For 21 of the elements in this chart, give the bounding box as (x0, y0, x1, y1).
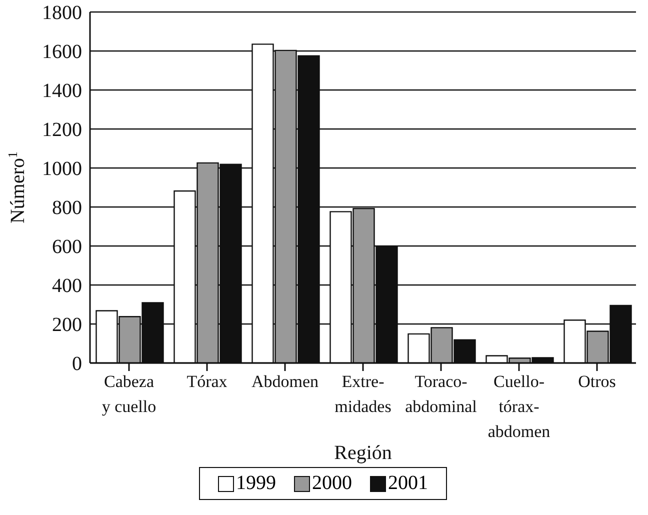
x-tick-label: Cabeza y cuello (102, 372, 156, 416)
x-tick-label: Cuello- tórax- abdomen (488, 372, 551, 441)
x-tick-label: Extre- midades (334, 372, 392, 416)
y-tick-label: 1400 (42, 80, 82, 102)
y-tick-label: 800 (52, 197, 82, 220)
x-tick-label: Abdomen (251, 372, 320, 391)
y-tick-label: 1200 (42, 119, 82, 142)
x-axis-title: Región (334, 442, 392, 464)
y-tick-label: 0 (72, 353, 82, 376)
y-tick-label: 600 (52, 236, 82, 258)
x-tick-label: Toraco- abdominal (405, 372, 478, 416)
y-tick-label: 1600 (42, 41, 82, 64)
x-tick-label: Tórax (186, 372, 228, 391)
y-tick-label: 200 (52, 314, 82, 336)
y-tick-label: 1800 (42, 2, 82, 24)
y-tick-label: 400 (52, 275, 82, 298)
legend-label: 2000 (311, 472, 352, 495)
legend-label: 2001 (387, 472, 428, 495)
legend-label: 1999 (235, 472, 276, 495)
x-tick-label: Otros (578, 372, 616, 391)
y-tick-label: 1000 (42, 158, 82, 180)
